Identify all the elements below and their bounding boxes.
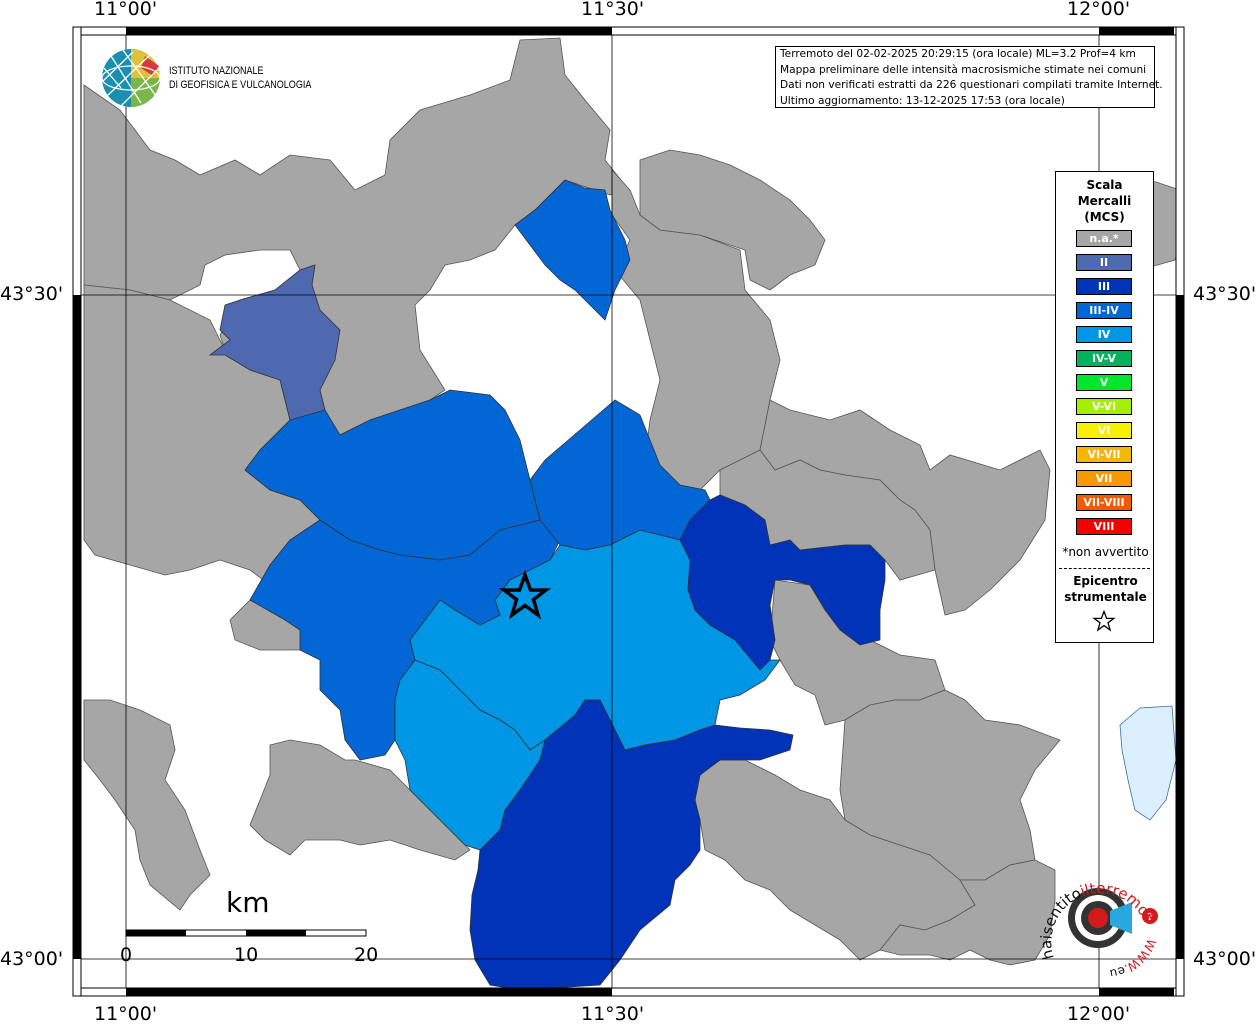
tick-bottom-1100: 11°00' [94,1003,158,1025]
svg-text:WWW.eu: WWW.eu [1109,937,1159,976]
scale-bar [125,929,367,937]
legend-item-iii: III [1076,278,1132,295]
haisentitoilterremoto-logo: ? haisentitoilterremoto.it WWW.eu [1040,866,1159,976]
map-frame [72,26,1185,997]
ingv-name-line1: ISTITUTO NAZIONALE [169,65,264,77]
tick-right-4300: 43°00' [1193,948,1257,970]
legend-title: Scala Mercalli (MCS) [1056,177,1153,225]
municipalities-iii-iv [244,179,711,761]
municipality-na [839,689,1061,881]
legend-separator [1059,568,1150,569]
mcs-legend: Scala Mercalli (MCS) n.a.* II III III-IV IV I… [1055,171,1154,643]
ingv-logo [101,49,161,107]
event-info-line4: Ultimo aggiornamento: 13-12-2025 17:53 (… [780,94,1065,107]
municipality-na [879,859,1056,966]
municipalities-iii [469,494,886,991]
event-info-line3: Dati non verificati estratti da 226 ques… [780,79,1163,91]
svg-text:?: ? [1147,912,1153,923]
municipality-na [639,149,826,291]
tick-top-1130: 11°30' [581,0,645,20]
tick-right-4330: 43°30' [1193,283,1257,305]
ingv-name-line2: DI GEOFISICA E VULCANOLOGIA [169,79,312,91]
legend-star-icon [1092,610,1116,632]
municipality-na [249,739,471,861]
municipality-na [83,699,211,911]
legend-title-line3: (MCS) [1084,210,1125,224]
ingv-name: ISTITUTO NAZIONALE DI GEOFISICA E VULCAN… [169,64,311,92]
legend-item-v: V [1076,374,1132,391]
legend-epicenter-line2: strumentale [1064,590,1147,604]
tick-bottom-1200: 12°00' [1067,1003,1131,1025]
epicenter-star [498,569,552,620]
event-info-box: Terremoto del 02-02-2025 20:29:15 (ora l… [775,46,1163,108]
lake [1119,705,1177,821]
legend-epicenter-line1: Epicentro [1073,574,1138,588]
legend-item-viii: VIII [1076,518,1132,535]
legend-note: *non avvertito [1062,545,1149,559]
legend-item-iv: IV [1076,326,1132,343]
legend-item-iv-v: IV-V [1076,350,1132,367]
event-info-line1: Terremoto del 02-02-2025 20:29:15 (ora l… [780,48,1136,60]
tick-left-4300: 43°00' [0,948,64,970]
tick-bottom-1130: 11°30' [581,1003,645,1025]
legend-item-n-a: n.a.* [1076,230,1132,247]
municipality-iii [469,699,794,991]
tick-top-1200: 12°00' [1067,0,1131,20]
tick-top-1100: 11°00' [94,0,158,20]
municipality-ii [208,264,341,426]
legend-item-vii: VII [1076,470,1132,487]
tick-left-4330: 43°30' [0,283,64,305]
event-info-line2: Mappa preliminare delle intensità macros… [780,63,1147,76]
legend-epicenter-label: Epicentro strumentale [1056,573,1155,605]
scale-label-20: 20 [354,944,379,966]
legend-item-v-vi: V-VI [1076,398,1132,415]
legend-title-line2: Mercalli [1077,194,1132,208]
legend-item-vi: VI [1076,422,1132,439]
municipality-iii [679,494,886,671]
sentito-www-text: WWW.eu [1109,937,1159,976]
municipality-iii-iv [514,179,631,321]
municipalities-na [83,37,1185,966]
legend-item-vi-vii: VI-VII [1076,446,1132,463]
legend-item-ii: II [1076,254,1132,271]
scale-unit-label: km [226,886,270,919]
legend-title-line1: Scala [1086,178,1123,192]
legend-item-vii-viii: VII-VIII [1076,494,1132,511]
legend-item-iii-iv: III-IV [1076,302,1132,319]
scale-label-0: 0 [120,944,133,966]
scale-label-10: 10 [234,944,259,966]
